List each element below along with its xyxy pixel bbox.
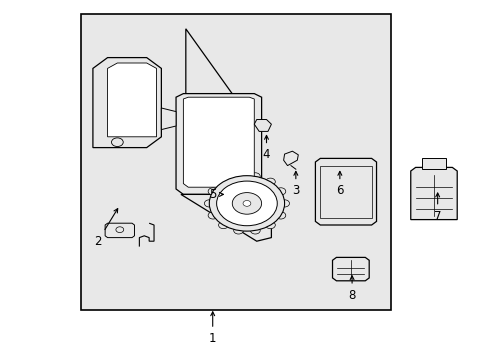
Polygon shape <box>105 223 134 238</box>
Polygon shape <box>315 158 376 225</box>
Text: 6: 6 <box>335 171 343 197</box>
Circle shape <box>265 221 275 229</box>
Polygon shape <box>185 29 234 97</box>
Polygon shape <box>410 167 456 220</box>
Text: 1: 1 <box>208 312 216 345</box>
Circle shape <box>218 221 228 229</box>
Polygon shape <box>332 257 368 281</box>
Circle shape <box>208 188 218 195</box>
Circle shape <box>209 176 284 231</box>
Circle shape <box>250 173 260 180</box>
Circle shape <box>204 200 214 207</box>
Circle shape <box>233 227 243 234</box>
Circle shape <box>116 227 123 233</box>
Circle shape <box>218 178 228 185</box>
Bar <box>422 158 445 169</box>
Text: 2: 2 <box>94 209 118 248</box>
Circle shape <box>275 212 285 219</box>
Circle shape <box>232 193 261 214</box>
Text: 8: 8 <box>347 276 355 302</box>
Polygon shape <box>254 120 271 131</box>
Polygon shape <box>176 94 261 194</box>
Polygon shape <box>183 97 254 187</box>
Text: 3: 3 <box>291 171 299 197</box>
Text: 4: 4 <box>262 135 270 161</box>
Circle shape <box>265 178 275 185</box>
Circle shape <box>279 200 289 207</box>
Text: 5: 5 <box>208 188 223 201</box>
Bar <box>81 14 390 310</box>
Circle shape <box>275 188 285 195</box>
Circle shape <box>208 212 218 219</box>
Circle shape <box>111 138 123 147</box>
Polygon shape <box>181 194 271 241</box>
Circle shape <box>233 173 243 180</box>
Polygon shape <box>107 63 156 137</box>
Polygon shape <box>161 108 176 130</box>
Circle shape <box>216 181 277 226</box>
Circle shape <box>243 201 250 206</box>
Circle shape <box>250 227 260 234</box>
Polygon shape <box>283 151 298 166</box>
Text: 7: 7 <box>433 193 441 222</box>
Polygon shape <box>93 58 161 148</box>
